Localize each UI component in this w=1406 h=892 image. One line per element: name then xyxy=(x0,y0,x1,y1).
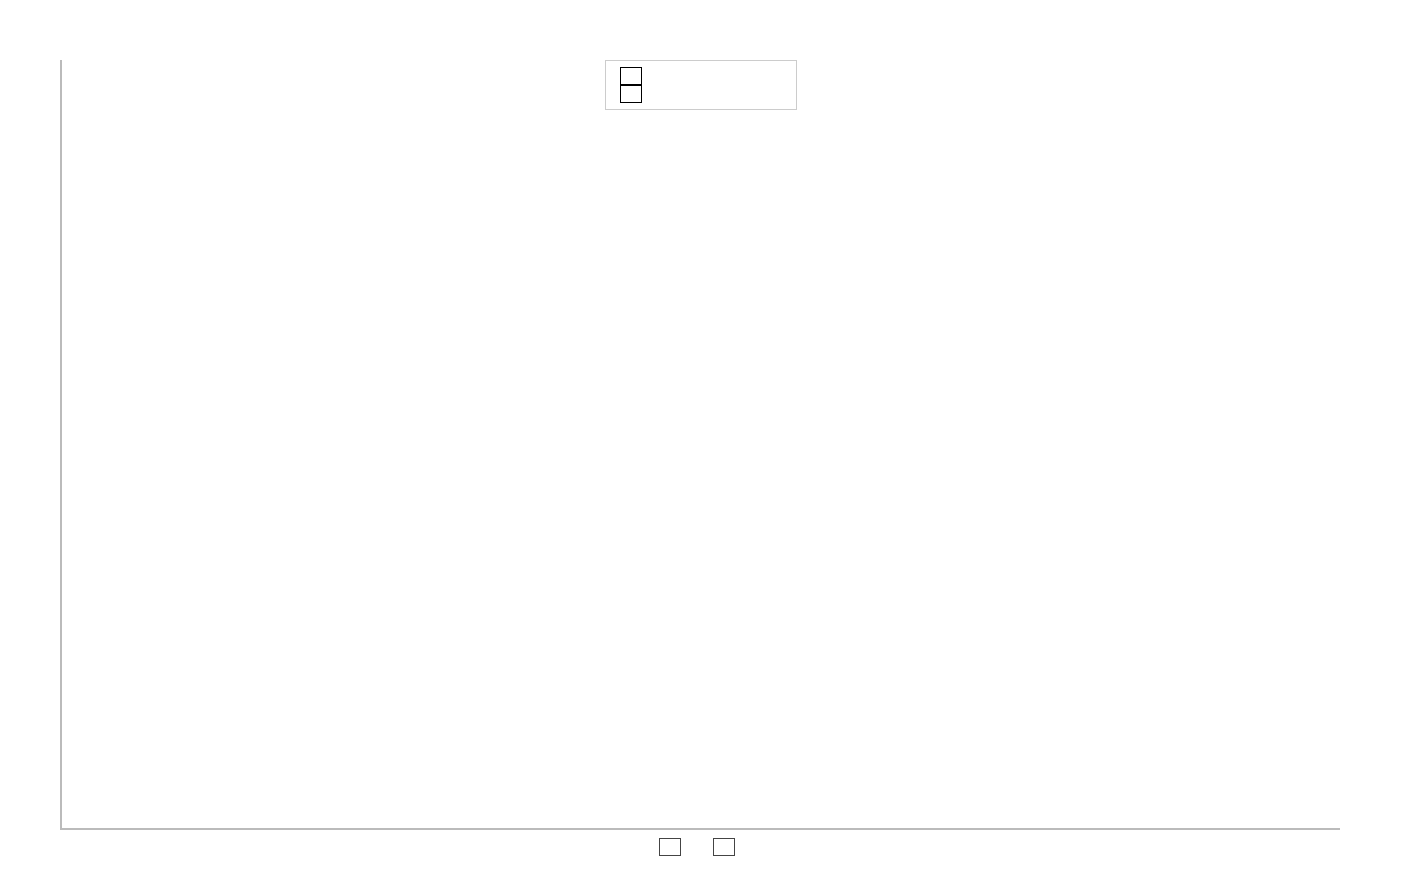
series-legend xyxy=(659,838,743,856)
plot-area xyxy=(60,60,1340,830)
chart-container xyxy=(20,40,1386,860)
swatch-houma xyxy=(620,85,642,103)
stats-row-english xyxy=(620,67,782,85)
legend-swatch-houma xyxy=(713,838,735,856)
stats-row-houma xyxy=(620,85,782,103)
plot-svg xyxy=(62,60,1340,828)
stats-legend xyxy=(605,60,797,110)
legend-swatch-english xyxy=(659,838,681,856)
legend-item-english xyxy=(659,838,689,856)
legend-item-houma xyxy=(713,838,743,856)
swatch-english xyxy=(620,67,642,85)
